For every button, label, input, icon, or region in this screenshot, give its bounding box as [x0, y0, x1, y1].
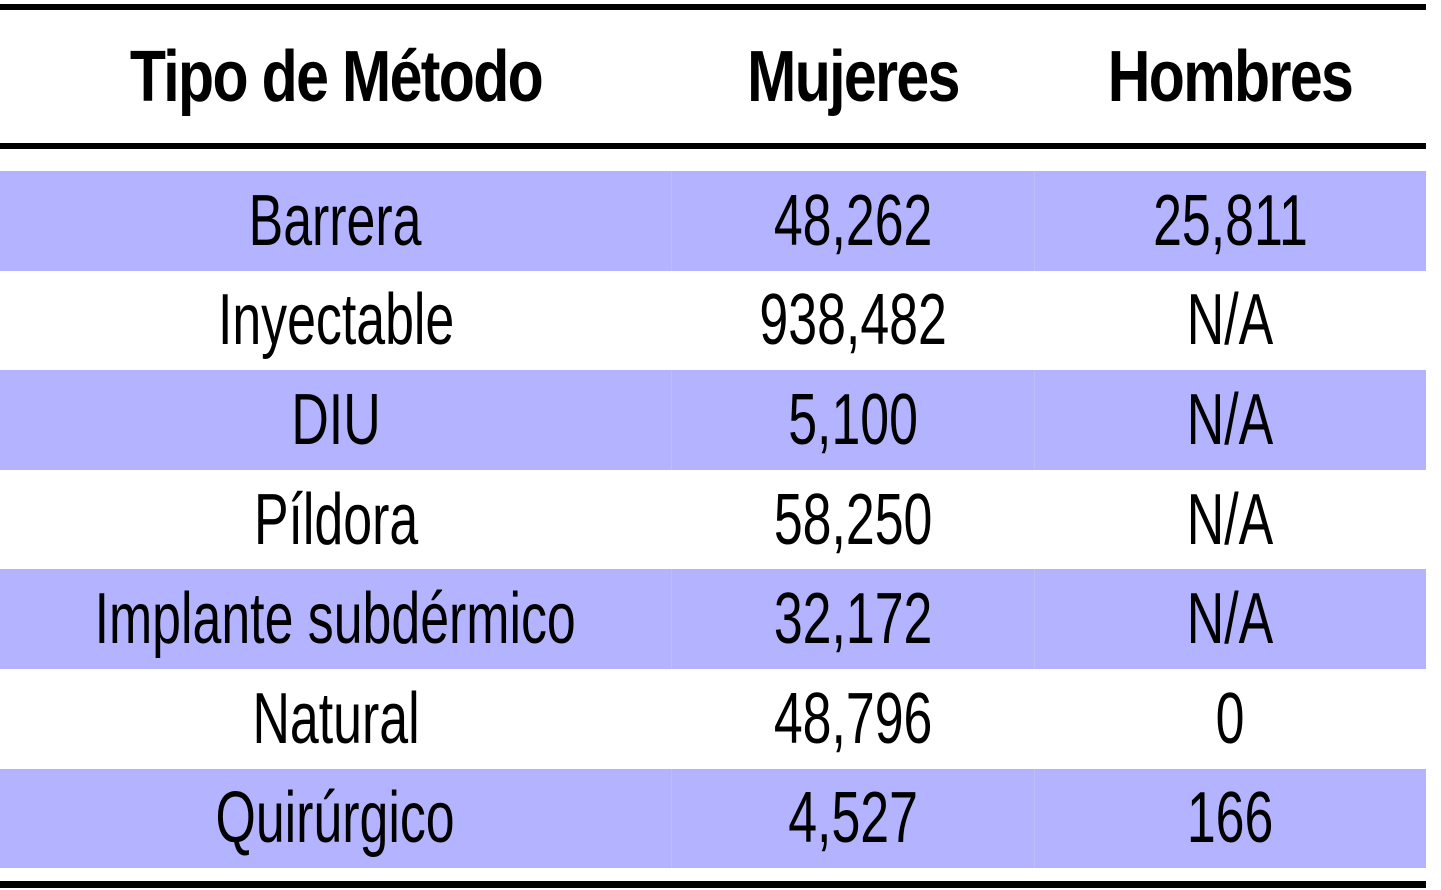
cell-mujeres: 48,262: [672, 171, 1035, 271]
cell-text: N/A: [1186, 280, 1274, 361]
cell-mujeres: 938,482: [672, 271, 1034, 371]
cell-method: Quirúrgico: [0, 768, 673, 869]
cell-text: 938,482: [759, 280, 947, 361]
cell-mujeres: 32,172: [672, 569, 1035, 669]
cell-hombres: N/A: [1034, 370, 1427, 470]
cell-text: 4,527: [787, 778, 918, 859]
header-rule: [0, 143, 1426, 149]
cell-hombres: N/A: [1034, 470, 1426, 570]
cell-text: 48,796: [773, 678, 933, 759]
cell-text: 0: [1215, 678, 1245, 759]
cell-hombres: 166: [1034, 768, 1427, 869]
cell-text: 5,100: [787, 379, 918, 460]
bottom-rule: [0, 881, 1426, 888]
cell-text: 25,811: [1152, 180, 1308, 261]
cell-method: Inyectable: [0, 271, 672, 371]
table-row: Píldora 58,250 N/A: [0, 470, 1426, 570]
cell-text: N/A: [1186, 479, 1274, 560]
cell-text: 166: [1187, 778, 1274, 859]
cell-hombres: 0: [1034, 669, 1426, 769]
cell-text: N/A: [1187, 579, 1274, 660]
cell-hombres: 25,811: [1034, 171, 1427, 271]
cell-method: Implante subdérmico: [0, 569, 673, 669]
cell-mujeres: 5,100: [672, 370, 1035, 470]
table-body: Barrera 48,262 25,811 Inyectable 938,482…: [0, 171, 1427, 869]
table-header-row: Tipo de Método Mujeres Hombres: [0, 10, 1426, 143]
cell-text: Quirúrgico: [215, 778, 456, 859]
cell-text: DIU: [290, 379, 381, 460]
cell-method: Barrera: [0, 171, 673, 271]
cell-method: Natural: [0, 669, 672, 769]
cell-text: Barrera: [249, 180, 422, 261]
cell-mujeres: 48,796: [672, 669, 1034, 769]
table-row: Barrera 48,262 25,811: [0, 171, 1427, 271]
table-row: Natural 48,796 0: [0, 669, 1426, 769]
header-mujeres: Mujeres: [747, 36, 960, 117]
cell-hombres: N/A: [1034, 271, 1426, 371]
table-row: Quirúrgico 4,527 166: [0, 768, 1427, 869]
cell-text: Inyectable: [217, 280, 455, 361]
cell-method: DIU: [0, 370, 673, 470]
cell-mujeres: 58,250: [672, 470, 1034, 570]
header-hombres: Hombres: [1107, 36, 1354, 117]
top-rule: [0, 4, 1426, 10]
cell-text: Implante subdérmico: [94, 579, 577, 660]
cell-mujeres: 4,527: [672, 768, 1035, 869]
header-tipo-de-metodo: Tipo de Método: [129, 36, 544, 117]
table-row: Implante subdérmico 32,172 N/A: [0, 569, 1427, 669]
cell-method: Píldora: [0, 470, 672, 570]
table-row: DIU 5,100 N/A: [0, 370, 1427, 470]
cell-text: Natural: [252, 678, 420, 759]
cell-text: Píldora: [253, 479, 419, 560]
cell-text: 48,262: [773, 180, 933, 261]
cell-hombres: N/A: [1034, 569, 1427, 669]
cell-text: N/A: [1187, 379, 1274, 460]
cell-text: 32,172: [773, 579, 933, 660]
table-row: Inyectable 938,482 N/A: [0, 271, 1426, 371]
cell-text: 58,250: [773, 479, 933, 560]
